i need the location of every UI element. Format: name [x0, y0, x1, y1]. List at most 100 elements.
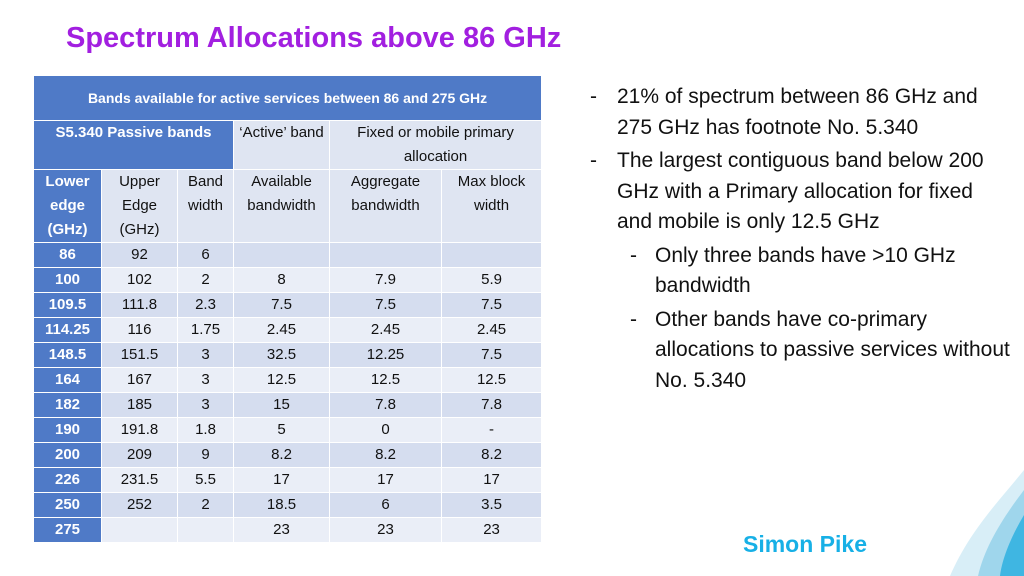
bullet-item: - The largest contiguous band below 200 G…: [590, 146, 1010, 238]
cell-band-width: [178, 518, 234, 543]
cell-lower-edge: 250: [34, 493, 102, 518]
cell-aggregate-bandwidth: 7.9: [330, 268, 442, 293]
cell-lower-edge: 275: [34, 518, 102, 543]
cell-band-width: 3: [178, 343, 234, 368]
cell-available-bandwidth: 18.5: [234, 493, 330, 518]
cell-max-block-width: 8.2: [442, 443, 543, 468]
cell-band-width: 1.8: [178, 418, 234, 443]
cell-max-block-width: 3.5: [442, 493, 543, 518]
cell-aggregate-bandwidth: 7.5: [330, 293, 442, 318]
cell-upper-edge: 252: [102, 493, 178, 518]
cell-aggregate-bandwidth: 0: [330, 418, 442, 443]
cell-band-width: 1.75: [178, 318, 234, 343]
cell-max-block-width: 12.5: [442, 368, 543, 393]
table-row: 226 231.5 5.5 17 17 17: [34, 468, 543, 493]
cell-available-bandwidth: 8.2: [234, 443, 330, 468]
cell-max-block-width: 7.5: [442, 343, 543, 368]
table-caption: Bands available for active services betw…: [34, 76, 543, 121]
cell-band-width: 5.5: [178, 468, 234, 493]
cell-aggregate-bandwidth: 8.2: [330, 443, 442, 468]
bullet-marker: -: [590, 149, 597, 172]
cell-max-block-width: 17: [442, 468, 543, 493]
bullet-text: Only three bands have >10 GHz bandwidth: [655, 243, 956, 298]
cell-upper-edge: 116: [102, 318, 178, 343]
cell-band-width: 6: [178, 243, 234, 268]
table-row: 275 23 23 23: [34, 518, 543, 543]
cell-aggregate-bandwidth: 23: [330, 518, 442, 543]
cell-band-width: 2: [178, 268, 234, 293]
cell-available-bandwidth: 23: [234, 518, 330, 543]
cell-aggregate-bandwidth: 6: [330, 493, 442, 518]
cell-available-bandwidth: 7.5: [234, 293, 330, 318]
cell-available-bandwidth: [234, 243, 330, 268]
cell-available-bandwidth: 15: [234, 393, 330, 418]
cell-aggregate-bandwidth: [330, 243, 442, 268]
cell-lower-edge: 86: [34, 243, 102, 268]
bullet-marker: -: [630, 243, 637, 267]
cell-available-bandwidth: 12.5: [234, 368, 330, 393]
cell-lower-edge: 190: [34, 418, 102, 443]
bullet-list: -21% of spectrum between 86 GHz and 275 …: [590, 82, 1010, 399]
cell-upper-edge: 231.5: [102, 468, 178, 493]
col-header-lower-edge: Lower edge (GHz): [34, 170, 102, 243]
cell-lower-edge: 182: [34, 393, 102, 418]
cell-lower-edge: 226: [34, 468, 102, 493]
col-header-aggregate-bandwidth: Aggregate bandwidth: [330, 170, 442, 243]
cell-band-width: 3: [178, 393, 234, 418]
cell-lower-edge: 148.5: [34, 343, 102, 368]
bullet-marker: -: [630, 307, 637, 331]
bullet-marker: -: [590, 85, 597, 108]
sub-bullet-item: - Only three bands have >10 GHz bandwidth: [590, 241, 1010, 302]
header-passive-bands: S5.340 Passive bands: [34, 121, 234, 170]
cell-upper-edge: 185: [102, 393, 178, 418]
table-row: 100 102 2 8 7.9 5.9: [34, 268, 543, 293]
cell-available-bandwidth: 2.45: [234, 318, 330, 343]
cell-max-block-width: -: [442, 418, 543, 443]
cell-upper-edge: 151.5: [102, 343, 178, 368]
cell-upper-edge: [102, 518, 178, 543]
cell-aggregate-bandwidth: 12.25: [330, 343, 442, 368]
cell-upper-edge: 102: [102, 268, 178, 293]
table-row: 86 92 6: [34, 243, 543, 268]
col-header-band-width: Band width: [178, 170, 234, 243]
slide-title: Spectrum Allocations above 86 GHz: [66, 22, 562, 54]
cell-lower-edge: 164: [34, 368, 102, 393]
author-name: Simon Pike: [743, 531, 867, 557]
cell-aggregate-bandwidth: 12.5: [330, 368, 442, 393]
header-fixed-mobile: Fixed or mobile primary allocation: [330, 121, 543, 170]
corner-wave-decoration: [950, 470, 1024, 576]
cell-lower-edge: 100: [34, 268, 102, 293]
cell-available-bandwidth: 8: [234, 268, 330, 293]
cell-upper-edge: 167: [102, 368, 178, 393]
bullet-item: -21% of spectrum between 86 GHz and 275 …: [590, 82, 1010, 143]
sub-bullet-item: - Other bands have co-primary allocations…: [590, 305, 1010, 397]
table-row: 190 191.8 1.8 5 0-: [34, 418, 543, 443]
cell-max-block-width: 23: [442, 518, 543, 543]
cell-band-width: 2.3: [178, 293, 234, 318]
cell-max-block-width: 7.8: [442, 393, 543, 418]
cell-available-bandwidth: 17: [234, 468, 330, 493]
cell-max-block-width: 2.45: [442, 318, 543, 343]
col-header-upper-edge: Upper Edge (GHz): [102, 170, 178, 243]
table-row: 250 252 2 18.5 6 3.5: [34, 493, 543, 518]
cell-lower-edge: 109.5: [34, 293, 102, 318]
cell-upper-edge: 191.8: [102, 418, 178, 443]
cell-aggregate-bandwidth: 17: [330, 468, 442, 493]
cell-available-bandwidth: 5: [234, 418, 330, 443]
cell-upper-edge: 111.8: [102, 293, 178, 318]
cell-lower-edge: 114.25: [34, 318, 102, 343]
cell-band-width: 9: [178, 443, 234, 468]
table-row: 164 167 3 12.5 12.5 12.5: [34, 368, 543, 393]
cell-band-width: 3: [178, 368, 234, 393]
cell-upper-edge: 92: [102, 243, 178, 268]
band-table: Bands available for active services betw…: [34, 76, 543, 543]
table-row: 182 185 3 15 7.8 7.8: [34, 393, 543, 418]
bullet-text: The largest contiguous band below 200 GH…: [617, 149, 984, 233]
cell-lower-edge: 200: [34, 443, 102, 468]
col-header-available-bandwidth: Available bandwidth: [234, 170, 330, 243]
bullet-text: Other bands have co-primary allocations …: [655, 307, 1010, 392]
col-header-max-block-width: Max block width: [442, 170, 543, 243]
cell-max-block-width: 7.5: [442, 293, 543, 318]
cell-available-bandwidth: 32.5: [234, 343, 330, 368]
table-row: 114.25 116 1.75 2.45 2.45 2.45: [34, 318, 543, 343]
